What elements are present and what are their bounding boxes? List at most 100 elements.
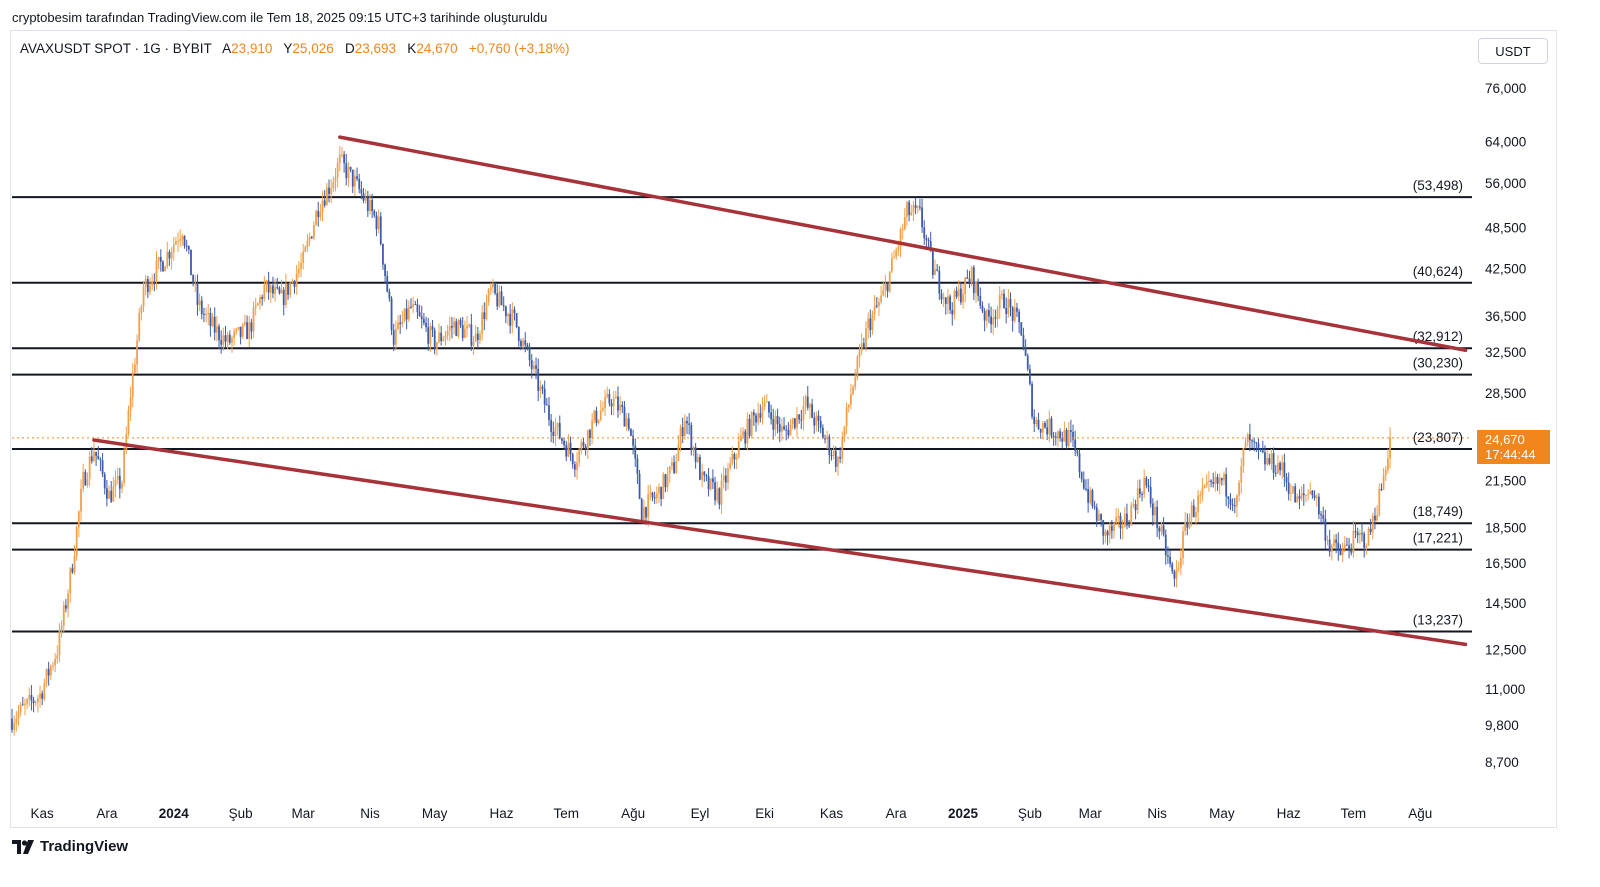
candle-body	[1000, 293, 1003, 296]
candle-body	[1110, 525, 1113, 531]
candle-body	[71, 568, 74, 573]
candle-body	[539, 386, 542, 391]
price-tick-label: 28,500	[1485, 386, 1526, 401]
candle-body	[65, 605, 67, 609]
candle-body	[116, 475, 119, 480]
candle-body	[688, 423, 691, 425]
candle-body	[360, 189, 363, 194]
candle-body	[921, 207, 923, 228]
time-axis[interactable]: Kas Ara 2024 Şub Mar Nis May Haz Tem Ağu Eyl Eki Kas…	[31, 806, 1433, 821]
candle-body	[69, 568, 72, 594]
candle-body	[97, 455, 100, 460]
candle-body	[1134, 504, 1137, 511]
candle-body	[537, 368, 540, 391]
time-tick-label: Kas	[31, 806, 55, 821]
candle-body	[586, 429, 589, 449]
time-tick-label: Kas	[820, 806, 844, 821]
candle-body	[1374, 515, 1376, 521]
candle-body	[375, 215, 378, 230]
candle-body	[681, 427, 684, 437]
candle-body	[608, 394, 611, 404]
candle-body	[507, 313, 509, 317]
candle-body	[1102, 519, 1105, 536]
candle-body	[1169, 556, 1171, 564]
channel-line-lower[interactable]	[92, 438, 1468, 647]
candle-body	[1363, 533, 1366, 548]
candle-body	[1354, 530, 1357, 533]
candle-body	[315, 210, 317, 226]
candle-body	[1248, 434, 1251, 441]
candle-body	[683, 421, 686, 437]
candle-body	[323, 200, 326, 206]
candle-body	[552, 431, 555, 436]
candle-body	[127, 410, 130, 435]
candle-body	[1348, 545, 1350, 550]
candle-body	[994, 317, 997, 319]
candle-body	[936, 269, 939, 271]
time-tick-label: May	[1209, 806, 1235, 821]
price-axis[interactable]: 76,000 64,000 56,000 48,500 42,500 36,500 32,5…	[1485, 81, 1526, 770]
candle-body	[1380, 489, 1383, 491]
candle-body	[146, 279, 149, 293]
candle-body	[653, 497, 656, 499]
candle-body	[511, 309, 514, 326]
candle-body	[701, 471, 704, 480]
candle-body	[164, 266, 167, 272]
candle-body	[237, 326, 240, 330]
candle-body	[224, 335, 227, 342]
candle-body	[345, 163, 348, 179]
candle-body	[1149, 487, 1152, 504]
currency-selector[interactable]: USDT	[1478, 38, 1548, 64]
candle-body	[77, 511, 80, 528]
candle-body	[731, 453, 734, 464]
candle-body	[1389, 437, 1391, 459]
candle-body	[386, 275, 389, 292]
candle-body	[82, 471, 85, 489]
candle-body	[341, 154, 343, 156]
candle-body	[325, 187, 328, 206]
candle-body	[358, 178, 361, 190]
candle-body	[919, 206, 921, 208]
candle-body	[964, 277, 967, 295]
candle-body	[1257, 443, 1260, 449]
low-label: D	[344, 41, 355, 56]
candle-body	[558, 423, 561, 439]
candle-body	[1233, 505, 1236, 507]
candle-body	[899, 229, 902, 248]
candle-body	[498, 291, 501, 307]
candle-body	[136, 340, 138, 365]
channel-line-upper[interactable]	[338, 135, 1468, 353]
candle-body	[573, 464, 576, 470]
candle-body	[377, 216, 380, 230]
candle-body	[392, 330, 395, 345]
tradingview-logo[interactable]: TradingView	[12, 838, 128, 855]
candle-body	[1212, 481, 1215, 484]
candle-body	[246, 322, 248, 339]
candle-body	[642, 507, 645, 521]
candle-body	[56, 655, 59, 659]
candle-body	[1277, 463, 1279, 474]
candle-body	[890, 258, 893, 272]
candle-body	[1179, 557, 1182, 568]
candle-body	[291, 280, 294, 284]
candle-body	[811, 404, 813, 418]
candle-body	[737, 441, 740, 458]
candle-body	[1177, 567, 1180, 569]
candle-body	[215, 326, 218, 333]
candle-body	[1145, 477, 1148, 486]
symbol-name[interactable]: AVAXUSDT SPOT · 1G · BYBIT	[20, 41, 212, 56]
candle-body	[1264, 452, 1266, 465]
candle-body	[1242, 448, 1245, 467]
candle-body	[895, 250, 898, 257]
candle-body	[459, 320, 462, 326]
candle-body	[707, 476, 710, 490]
candle-body	[610, 403, 613, 407]
level-label: (17,221)	[1413, 531, 1463, 546]
candle-body	[1188, 516, 1191, 528]
time-tick-label: Haz	[1277, 806, 1301, 821]
candle-body	[862, 343, 865, 348]
candle-body	[953, 290, 956, 315]
candle-body	[865, 328, 867, 348]
level-label: (30,230)	[1413, 356, 1463, 371]
